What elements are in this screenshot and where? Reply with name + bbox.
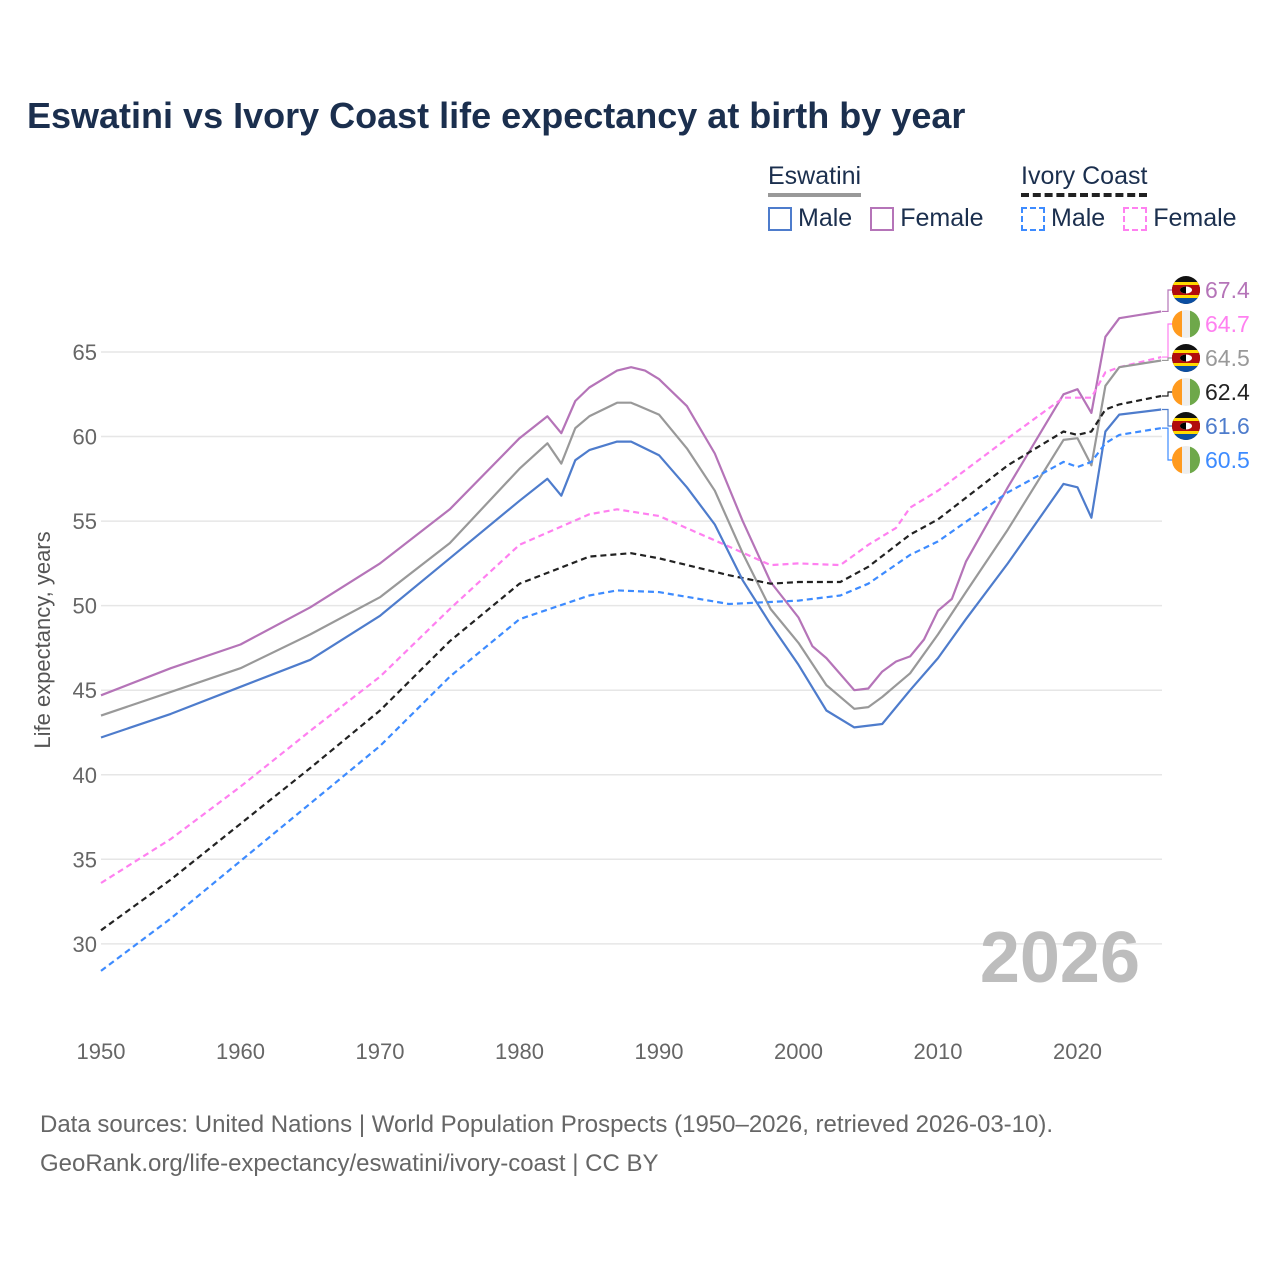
legend-item-ivory-coast-female[interactable]: Female [1123,204,1237,233]
label-connector [1162,357,1174,362]
eswatini-flag-icon [1172,344,1200,372]
label-connector [1162,427,1174,461]
x-tick-label: 2020 [1053,1039,1102,1064]
series-line-ivory-coast-male[interactable] [100,427,1162,972]
x-tick-label: 1950 [77,1039,126,1064]
y-tick-label: 45 [73,678,97,703]
legend-item-eswatini-female[interactable]: Female [870,204,984,233]
ivory-coast-flag-icon [1172,310,1200,338]
legend-item-eswatini-male[interactable]: Male [768,204,852,233]
attribution-link[interactable]: GeoRank.org/life-expectancy/eswatini/ivo… [40,1150,659,1177]
legend-swatch [768,206,792,231]
end-value-label: 64.5 [1205,345,1250,371]
eswatini-flag-icon [1172,276,1200,304]
series-line-eswatini[interactable] [100,359,1162,717]
end-value-label: 67.4 [1205,277,1250,303]
year-watermark: 2026 [980,918,1140,998]
x-tick-label: 1960 [216,1039,265,1064]
legend-label: Female [900,204,984,232]
y-tick-label: 40 [73,763,97,788]
y-tick-label: 50 [73,594,97,619]
series-line-ivory-coast-female[interactable] [100,356,1162,884]
label-connector [1162,391,1174,397]
label-connector [1162,323,1174,358]
end-value-label: 64.7 [1205,311,1250,337]
label-connector [1162,289,1174,313]
legend-label: Male [798,204,853,232]
label-connector [1162,408,1174,427]
y-tick-label: 35 [73,847,97,872]
ivory-coast-flag-icon [1172,378,1200,406]
y-axis-label: Life expectancy, years [30,531,55,748]
legend-group-label: Eswatini [768,162,862,197]
end-value-label: 61.6 [1205,413,1250,439]
x-tick-label: 2000 [774,1039,823,1064]
chart-title: Eswatini vs Ivory Coast life expectancy … [27,95,966,136]
legend-swatch [1123,206,1148,231]
end-value-label: 60.5 [1205,447,1250,473]
eswatini-flag-icon [1172,412,1200,440]
series-line-eswatini-male[interactable] [100,408,1162,739]
legend-swatch [1021,206,1045,231]
legend-item-ivory-coast-male[interactable]: Male [1021,204,1105,233]
legend-group-ivory-coast: Ivory Coast Male Female [1021,162,1237,232]
x-tick-label: 2010 [914,1039,963,1064]
y-tick-label: 55 [73,509,97,534]
end-value-label: 62.4 [1205,379,1250,405]
legend-swatch [870,206,895,231]
x-tick-label: 1990 [635,1039,684,1064]
series-line-eswatini-female[interactable] [100,310,1162,697]
legend-label: Male [1051,204,1106,232]
legend-group-label: Ivory Coast [1021,162,1148,197]
legend-group-eswatini: Eswatini Male Female [768,162,984,232]
data-source-text: Data sources: United Nations | World Pop… [40,1111,1054,1138]
legend-label: Female [1153,204,1237,232]
y-tick-label: 30 [73,932,97,957]
series-line-ivory-coast[interactable] [100,394,1162,932]
ivory-coast-flag-icon [1172,446,1200,474]
x-tick-label: 1970 [356,1039,405,1064]
y-tick-label: 65 [73,340,97,365]
y-tick-label: 60 [73,425,97,450]
x-tick-label: 1980 [495,1039,544,1064]
footer: Data sources: United Nations | World Pop… [40,1105,1053,1183]
